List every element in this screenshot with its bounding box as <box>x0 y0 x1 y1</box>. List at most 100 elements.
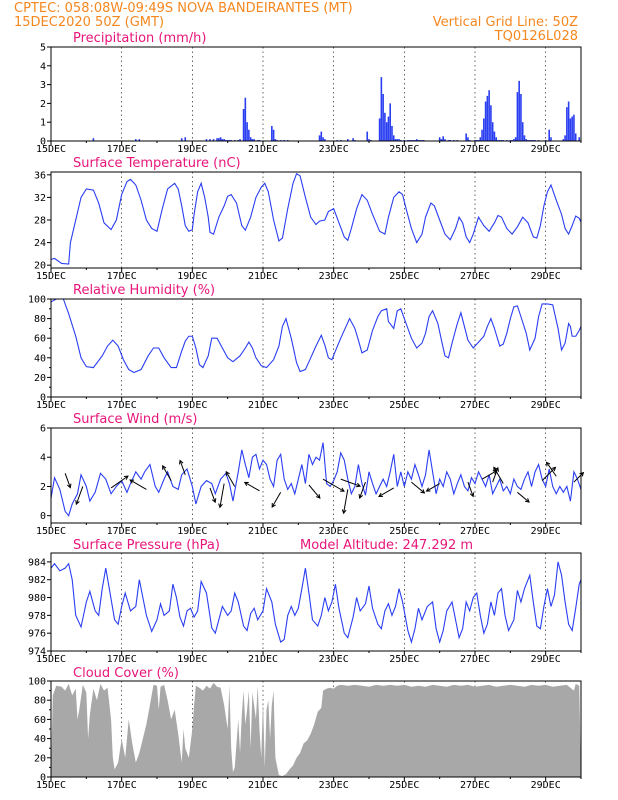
y-tick-label: 980 <box>28 593 46 604</box>
wind-arrow <box>209 487 216 503</box>
wind-arrow <box>426 483 440 492</box>
wind-arrowhead <box>525 498 530 503</box>
y-tick-label: 4 <box>40 453 46 464</box>
wind-arrow <box>340 478 361 487</box>
precip-bar <box>271 125 273 141</box>
precip-bar <box>391 125 393 141</box>
y-tick-label: 32 <box>34 193 46 204</box>
precip-bar <box>578 137 581 141</box>
x-tick-label: 21DEC <box>248 526 278 537</box>
precip-bar <box>368 139 370 141</box>
precip-bar <box>385 122 388 141</box>
wind-arrow <box>492 467 499 483</box>
x-tick-label: 29DEC <box>531 271 561 282</box>
cloud-area <box>51 682 581 777</box>
precip-bar <box>382 94 384 141</box>
precip-bar <box>493 131 496 141</box>
precip-bar <box>135 139 137 141</box>
panel-title: Precipitation (mm/h) <box>73 31 206 46</box>
precip-bar <box>205 139 208 141</box>
wind-arrow <box>64 473 71 488</box>
panel-frame <box>50 171 582 269</box>
precip-bar <box>219 137 222 141</box>
x-tick-label: 15DEC <box>36 400 66 411</box>
x-tick-label: 21DEC <box>248 654 278 665</box>
x-tick-label: 25DEC <box>389 400 419 411</box>
wind-arrow <box>493 467 504 484</box>
wind-arrowhead <box>493 466 498 472</box>
x-tick-label: 29DEC <box>531 400 561 411</box>
precip-bar <box>320 131 323 141</box>
y-tick-label: 100 <box>28 295 46 306</box>
wind-arrow <box>359 481 366 499</box>
wind-arrowhead <box>551 466 557 472</box>
precip-bar <box>488 90 490 141</box>
wind-arrow <box>219 483 225 508</box>
wind-arrow <box>467 481 474 497</box>
precip-bar <box>253 139 255 141</box>
wind-arrowhead <box>356 482 362 488</box>
x-tick-label: 15DEC <box>36 271 66 282</box>
wind-arrow <box>225 471 236 487</box>
wind-arrow <box>411 481 425 494</box>
x-tick-label: 15DEC <box>36 780 66 791</box>
panel-title: Surface Temperature (nC) <box>73 156 241 171</box>
y-tick-label: 0 <box>40 511 46 522</box>
precip-bar <box>521 122 524 141</box>
panel-title: Surface Pressure (hPa) <box>73 538 220 553</box>
x-tick-label: 15DEC <box>36 654 66 665</box>
x-tick-label: 27DEC <box>460 271 490 282</box>
x-tick-label: 17DEC <box>107 271 137 282</box>
header-date: 15DEC2020 50Z (GMT) <box>14 15 164 30</box>
precip-bar <box>513 139 515 141</box>
wind-arrow <box>517 491 530 503</box>
header-model: TQ0126L028 <box>494 29 578 44</box>
precip-bar <box>442 136 444 141</box>
x-tick-label: 17DEC <box>107 780 137 791</box>
wind-arrow <box>129 479 147 490</box>
x-tick-label: 27DEC <box>460 780 490 791</box>
wind-arrowhead <box>178 459 184 465</box>
precip-bar <box>251 139 254 141</box>
precip-bar <box>392 135 395 141</box>
precip-bar <box>387 116 390 141</box>
precip-bar <box>440 139 443 141</box>
wind-arrowhead <box>75 500 80 506</box>
precip-bar <box>491 122 494 141</box>
header-station: CPTEC: 058:08W-09:49S NOVA BANDEIRANTES … <box>14 1 353 16</box>
precip-bar <box>467 137 469 141</box>
wind-arrowhead <box>271 503 276 508</box>
x-tick-label: 29DEC <box>531 654 561 665</box>
precip-bar <box>523 135 526 141</box>
wind-arrowhead <box>425 487 431 492</box>
panel-title: Surface Wind (m/s) <box>73 412 197 427</box>
x-tick-label: 25DEC <box>389 271 419 282</box>
x-tick-label: 15DEC <box>36 144 66 155</box>
precip-bar <box>465 133 467 141</box>
precip-bar <box>249 137 252 141</box>
wind-arrow <box>322 478 345 492</box>
temp-line <box>50 172 582 265</box>
precip-bar <box>389 103 391 141</box>
x-tick-label: 17DEC <box>107 144 137 155</box>
panel-title: Relative Humidity (%) <box>73 283 215 298</box>
precip-bar <box>248 129 250 141</box>
wind-arrowhead <box>211 498 217 504</box>
wind-arrow <box>244 481 260 492</box>
precip-bar <box>384 112 386 141</box>
precip-bar <box>180 138 183 141</box>
y-tick-label: 80 <box>34 696 46 707</box>
wind-arrow <box>481 470 498 480</box>
precip-bar <box>514 137 517 141</box>
precip-bar <box>566 107 568 141</box>
y-tick-label: 60 <box>34 715 46 726</box>
precip-bar <box>479 137 482 141</box>
precip-bar <box>216 138 218 141</box>
precip-bar <box>366 131 369 141</box>
precip-bar <box>272 129 275 141</box>
precip-bar <box>244 97 247 141</box>
wind-arrowhead <box>129 479 135 484</box>
wind-arrow <box>378 487 394 497</box>
precip-bar <box>218 138 220 141</box>
